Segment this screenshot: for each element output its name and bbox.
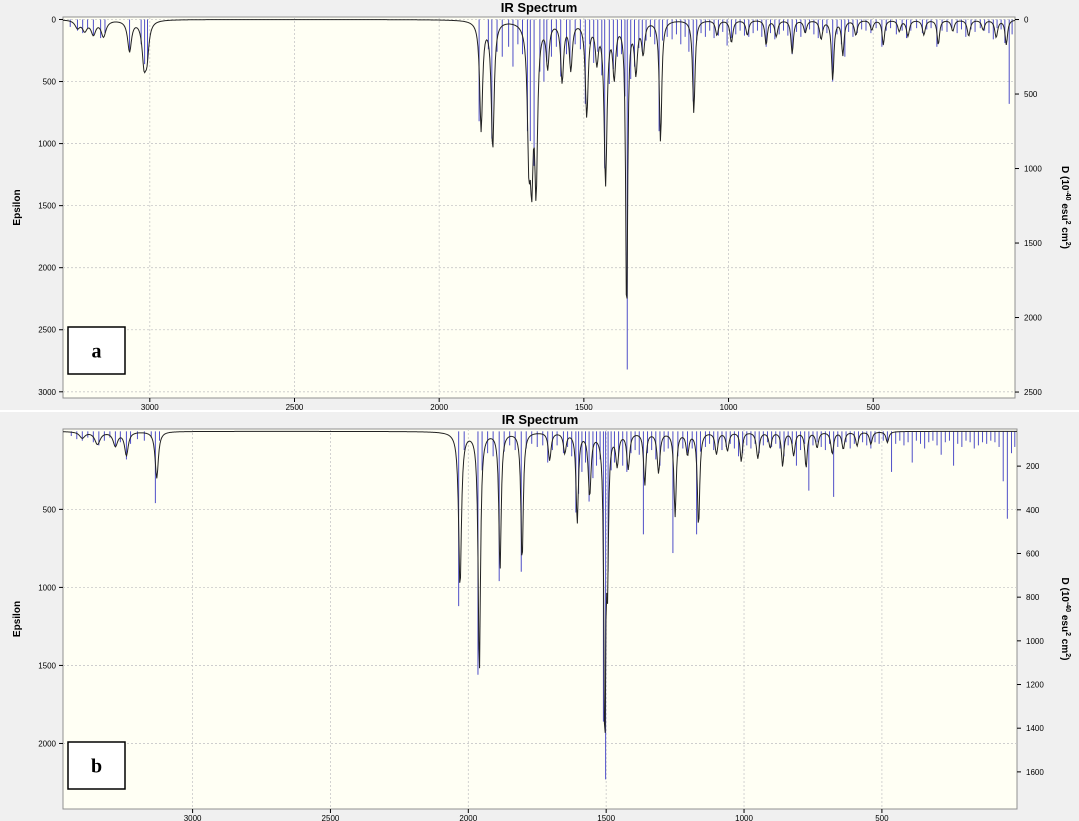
y2-axis-label-part: cm (1059, 636, 1070, 653)
plot-area (62, 428, 1018, 810)
y2-tick-label: 600 (1026, 549, 1040, 558)
y-tick-label: 1500 (38, 202, 56, 211)
x-tick-label: 3000 (184, 814, 202, 821)
x-tick-label: 1500 (575, 403, 593, 410)
y2-tick-label: 1200 (1026, 681, 1044, 690)
x-tick-label: 2500 (322, 814, 340, 821)
y-tick-label: 2500 (38, 326, 56, 335)
y-tick-label: 1000 (38, 583, 56, 592)
panel-tag-label: b (91, 756, 102, 778)
spectrum-panel-b: 3000 2500 2000 1500 1000 500 500 1000 1500 2000 20… (0, 412, 1079, 821)
y2-tick-label: 1000 (1024, 165, 1042, 174)
chart-title: IR Spectrum (501, 0, 578, 15)
y2-tick-label: 1500 (1024, 239, 1042, 248)
y2-tick-label: 0 (1024, 16, 1029, 25)
y2-axis-label-part: 2 (1064, 653, 1071, 657)
y2-axis-label-part: -40 (1064, 602, 1071, 612)
ir-spectrum-chart-b: 3000 2500 2000 1500 1000 500 500 1000 1500 2000 20… (0, 412, 1079, 821)
x-tick-label: 2000 (459, 814, 477, 821)
spectrum-curve (62, 19, 1016, 299)
y-axis-label: Epsilon (12, 601, 23, 637)
y2-axis-label-part: 2 (1064, 632, 1071, 636)
x-tick-label: 2500 (286, 403, 304, 410)
chart-title: IR Spectrum (502, 412, 579, 427)
y2-axis-label-part: esu (1059, 612, 1070, 632)
y2-axis-label-part: D (10 (1059, 166, 1070, 191)
y2-axis-label-part: ) (1059, 246, 1070, 249)
y2-tick-label: 2500 (1024, 388, 1042, 397)
y2-axis-label-part: 2 (1064, 221, 1071, 225)
y-tick-label: 1000 (38, 140, 56, 149)
axes: 3000 2500 2000 1500 1000 500 500 1000 1500 2000 20… (38, 462, 1044, 821)
x-tick-label: 2000 (430, 403, 448, 410)
x-tick-label: 500 (875, 814, 889, 821)
y2-axis-label-part: esu (1059, 201, 1070, 221)
panel-tag-label: a (92, 341, 102, 363)
y-tick-label: 2000 (38, 739, 56, 748)
y2-axis-label: D (10-40 esu2 cm2) (1059, 166, 1071, 249)
y-tick-label: 1500 (38, 661, 56, 670)
x-tick-label: 1000 (720, 403, 738, 410)
y2-tick-label: 500 (1024, 90, 1038, 99)
y2-axis-label-part: -40 (1064, 190, 1071, 200)
y2-tick-label: 2000 (1024, 314, 1042, 323)
axes: 3000 2500 2000 1500 1000 500 0 500 1000 1500 2000 2… (38, 15, 1042, 410)
x-tick-label: 1000 (735, 814, 753, 821)
y2-tick-label: 1600 (1026, 768, 1044, 777)
y-tick-label: 500 (43, 505, 57, 514)
y2-axis-label-part: D (10 (1059, 578, 1070, 603)
spectrum-panel-a: 3000 2500 2000 1500 1000 500 0 500 1000 1500 2000 2… (0, 0, 1079, 410)
panel-tag-box (67, 741, 126, 790)
y2-axis-label-part: 2 (1064, 242, 1071, 246)
y-tick-label: 3000 (38, 388, 56, 397)
grid-lines (63, 429, 1017, 809)
y2-tick-label: 800 (1026, 593, 1040, 602)
x-tick-label: 500 (867, 403, 881, 410)
y-tick-label: 2000 (38, 264, 56, 273)
y2-axis-label-part: cm (1059, 225, 1070, 242)
y2-tick-label: 400 (1026, 506, 1040, 515)
y2-axis-label-part: ) (1059, 657, 1070, 660)
y-axis-label: Epsilon (12, 189, 23, 225)
spectrum-curve (62, 430, 1017, 733)
y2-axis-label: D (10-40 esu2 cm2) (1059, 578, 1071, 661)
x-tick-label: 3000 (141, 403, 159, 410)
y2-tick-label: 1400 (1026, 724, 1044, 733)
ir-spectrum-chart-a: 3000 2500 2000 1500 1000 50005001000150020002… (0, 0, 1079, 410)
panel-tag-box (67, 326, 126, 375)
x-tick-label: 1500 (597, 814, 615, 821)
y2-tick-label: 1000 (1026, 637, 1044, 646)
y-tick-label: 0 (52, 15, 57, 24)
y2-tick-label: 200 (1026, 462, 1040, 471)
y-tick-label: 500 (43, 78, 57, 87)
